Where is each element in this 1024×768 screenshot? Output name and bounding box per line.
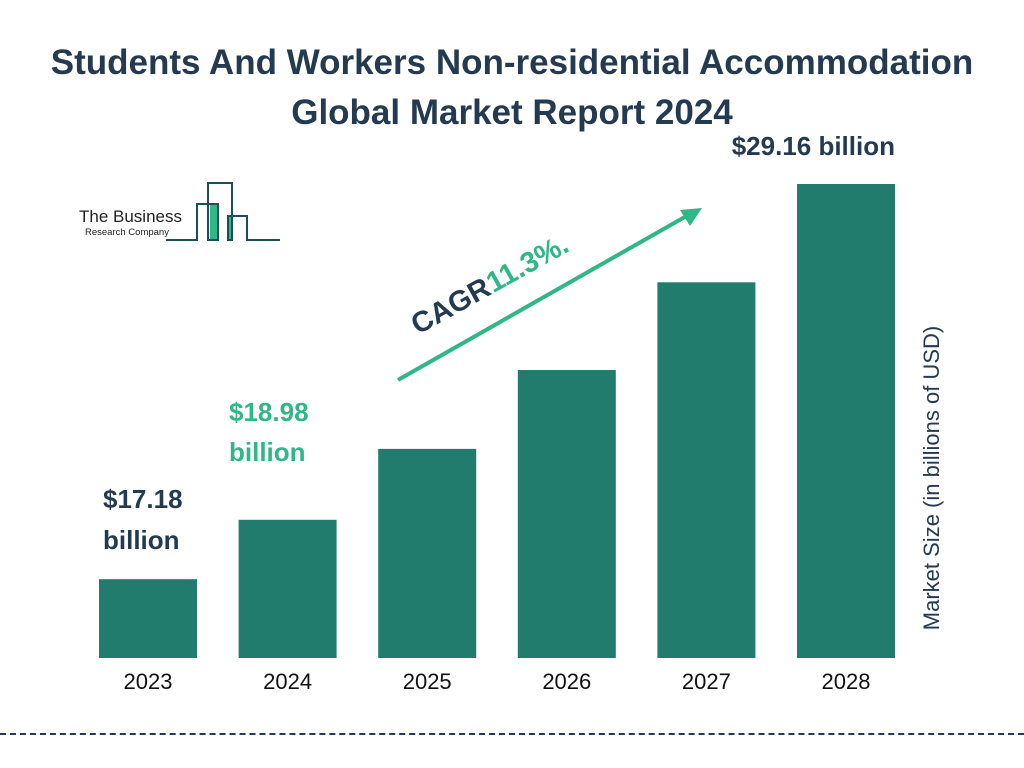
x-tick-label: 2024: [263, 669, 312, 694]
logo-line2: Research Company: [85, 227, 169, 238]
bar-2023: [99, 579, 197, 658]
bar-2025: [378, 448, 477, 658]
x-tick-label: 2025: [403, 669, 452, 694]
chart-title: Students And Workers Non-residential Acc…: [50, 43, 974, 132]
bar-2024: [238, 519, 337, 658]
x-tick-label: 2023: [124, 669, 173, 694]
data-label-2023-value: $17.18: [103, 484, 183, 514]
divider: [0, 733, 1024, 735]
data-label-2024-value: $18.98: [229, 397, 309, 427]
y-axis-label: Market Size (in billions of USD): [919, 325, 944, 631]
logo-line1: The Business: [79, 207, 182, 226]
x-tick-label: 2027: [682, 669, 731, 694]
cagr-annotation: CAGR 11.3%.: [397, 208, 702, 382]
logo: The Business Research Company: [79, 182, 280, 241]
data-label-2024-unit: billion: [229, 437, 306, 467]
arrow-head-icon: [680, 208, 702, 226]
bar-2027: [657, 282, 756, 658]
data-label-2023-unit: billion: [103, 525, 180, 555]
data-label-2028: $29.16 billion: [732, 131, 895, 161]
bar-2028: [797, 184, 895, 658]
x-tick-label: 2026: [542, 669, 591, 694]
x-tick-label: 2028: [822, 669, 871, 694]
bar-2026: [517, 370, 616, 658]
